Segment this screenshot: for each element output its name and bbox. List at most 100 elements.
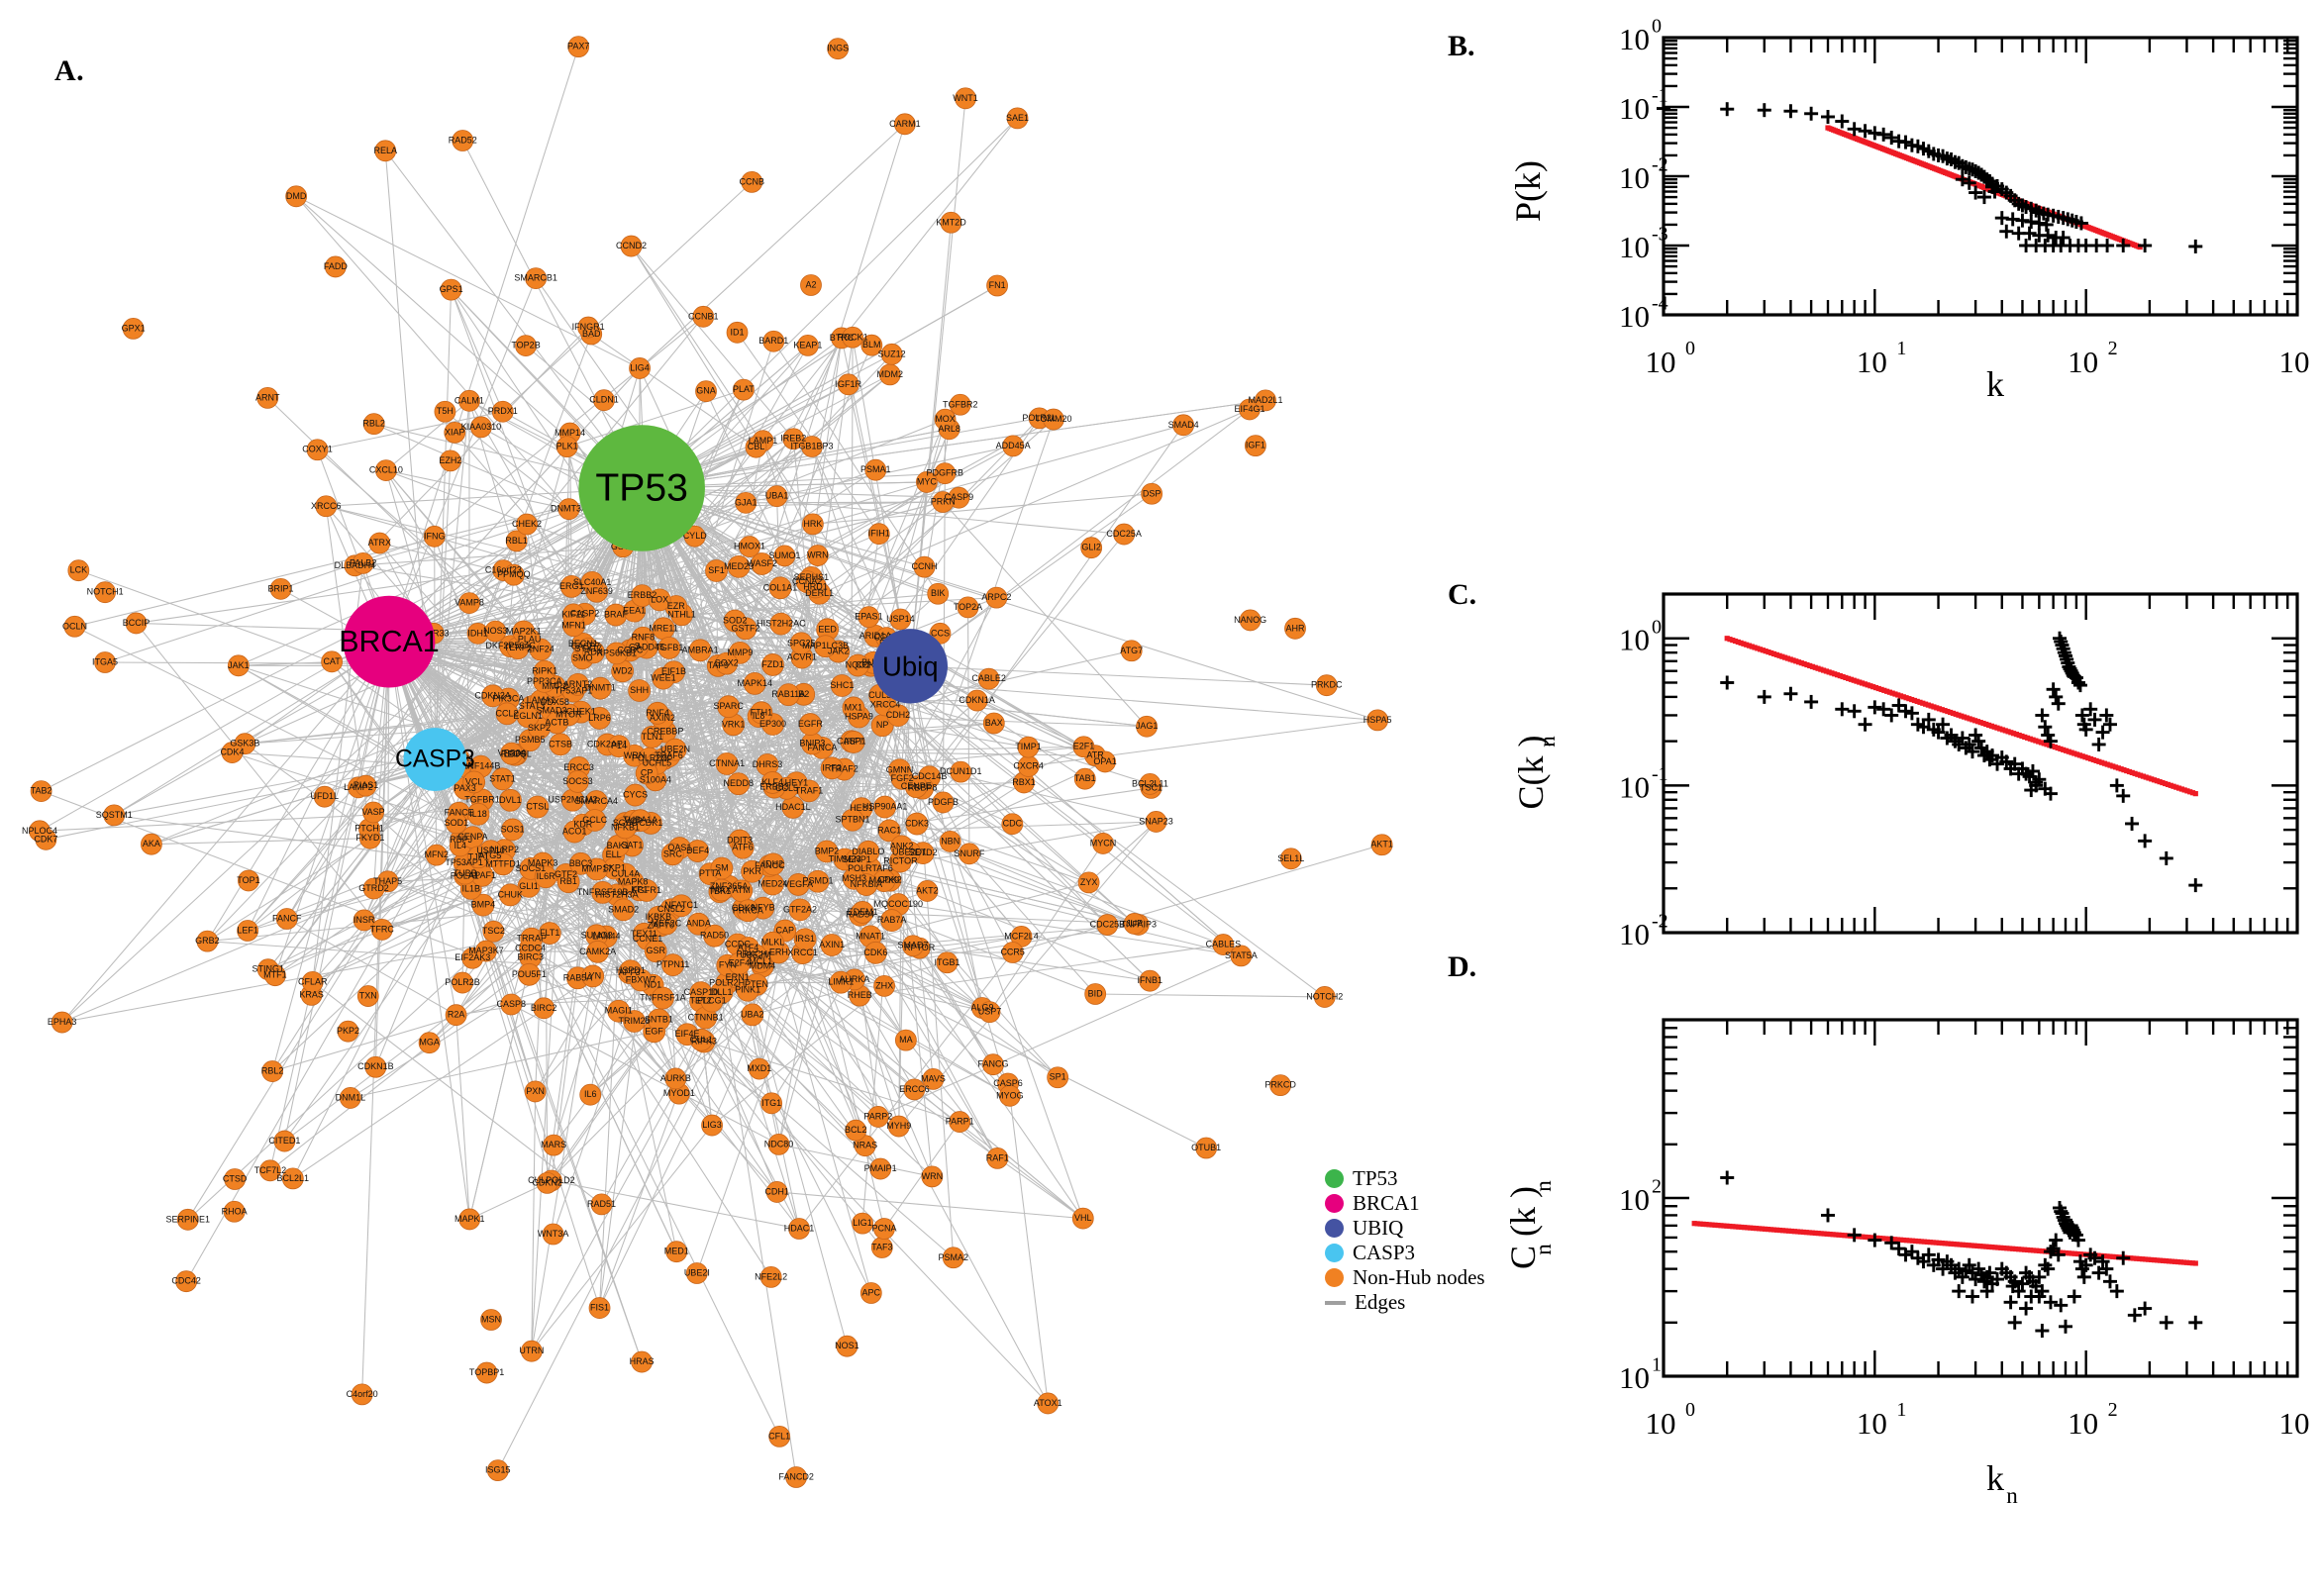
network-node-label: COL1A1 bbox=[763, 582, 798, 592]
network-node bbox=[498, 883, 522, 907]
network-node-label: MNAT1 bbox=[856, 931, 885, 941]
network-node-label: MXD1 bbox=[747, 1063, 771, 1073]
network-node-label: CCS bbox=[931, 628, 950, 638]
panel-d-letter: D. bbox=[1448, 950, 1477, 983]
network-node bbox=[842, 731, 865, 753]
network-node bbox=[269, 577, 292, 600]
network-node bbox=[1120, 640, 1143, 662]
network-node bbox=[566, 673, 589, 696]
network-node-label: MAPK14 bbox=[737, 678, 772, 688]
network-node-label: ZNF639 bbox=[580, 586, 613, 596]
network-node-label: MTF1 bbox=[263, 970, 287, 980]
network-node-label: UBE2N bbox=[660, 745, 690, 754]
network-node-label: FANCF bbox=[272, 914, 302, 924]
network-node-label: INGS bbox=[827, 44, 849, 53]
svg-text:-3: -3 bbox=[1652, 224, 1668, 246]
network-node bbox=[500, 993, 523, 1016]
axis-ticks bbox=[1662, 1018, 2299, 1378]
network-node-label: MMP14 bbox=[555, 428, 585, 438]
network-node-label: MDM2 bbox=[877, 369, 904, 379]
network-node bbox=[440, 278, 462, 301]
network-node bbox=[986, 274, 1008, 297]
network-node-label: MAD2L1 bbox=[1249, 395, 1283, 405]
network-node-label: TRAF6 bbox=[655, 750, 683, 760]
svg-text:2: 2 bbox=[2108, 338, 2118, 359]
network-node bbox=[801, 436, 823, 457]
network-node bbox=[337, 1020, 359, 1043]
network-node bbox=[301, 970, 324, 993]
svg-text:10: 10 bbox=[1619, 299, 1650, 334]
network-node bbox=[339, 1087, 361, 1109]
network-node-label: CULPOLD2 bbox=[528, 1175, 575, 1185]
network-node-label: BNIP3 bbox=[799, 739, 825, 748]
network-node-label: TIMM23 bbox=[829, 854, 861, 864]
network-node bbox=[122, 318, 145, 340]
network-node-label: SM bbox=[715, 863, 729, 873]
network-node-label: TGFB1 bbox=[655, 643, 683, 652]
network-node bbox=[546, 711, 568, 735]
network-node bbox=[466, 802, 490, 826]
network-node bbox=[103, 804, 126, 827]
network-node bbox=[94, 581, 117, 604]
network-node-label: CABLE2 bbox=[971, 673, 1006, 683]
network-node-label: MYCN bbox=[1090, 838, 1117, 848]
network-node-label: MMP9 bbox=[727, 648, 753, 657]
network-node-label: DHRS3 bbox=[753, 759, 783, 769]
network-node bbox=[362, 801, 384, 824]
network-node-label: LAMP2 bbox=[344, 782, 373, 792]
network-node-label: TIMP1 bbox=[1015, 742, 1042, 751]
network-node-label: SQSTM1 bbox=[96, 810, 133, 820]
network-node-label: RIPK3 bbox=[691, 1037, 717, 1047]
network-node-label: TRIM25 bbox=[619, 1016, 651, 1026]
network-node-label: PTTA bbox=[699, 868, 721, 878]
network-node bbox=[932, 791, 955, 814]
network-node-label: KIF11 bbox=[562, 609, 585, 619]
network-node bbox=[579, 1083, 602, 1106]
network-node-label: WRN bbox=[807, 550, 829, 560]
network-node-label: MAVS bbox=[921, 1073, 946, 1083]
network-node-label: PALB2 bbox=[350, 557, 376, 567]
network-node-label: RAD51 bbox=[587, 1199, 616, 1209]
network-node bbox=[890, 835, 914, 858]
network-node-label: RAF1 bbox=[986, 1152, 1009, 1162]
network-node-label: CUL4A bbox=[611, 869, 640, 879]
network-node-label: BIRC3 bbox=[517, 951, 544, 961]
network-node-label: PRKCH bbox=[736, 949, 767, 959]
network-node bbox=[374, 459, 397, 481]
network-node-label: CDK7 bbox=[34, 834, 57, 844]
network-node-label: HMOX1 bbox=[734, 542, 765, 551]
network-node-label: ZHX bbox=[875, 980, 893, 990]
network-node bbox=[1084, 983, 1107, 1005]
network-node-label: OAS1 bbox=[667, 843, 691, 852]
network-node-label: SENP1 bbox=[842, 854, 871, 864]
network-node-label: BBC3 bbox=[569, 858, 593, 868]
network-node-label: HSPA5 bbox=[1364, 715, 1392, 725]
network-node bbox=[934, 462, 957, 485]
network-node-label: SOCS3 bbox=[562, 776, 593, 786]
network-node-label: RBX1 bbox=[1012, 777, 1036, 787]
network-node-label: SETD2 bbox=[909, 848, 938, 857]
network-node-label: XRCC1 bbox=[787, 948, 818, 957]
network-node bbox=[238, 869, 259, 892]
network-node-label: C4orf20 bbox=[347, 1389, 378, 1399]
network-node bbox=[536, 1171, 558, 1194]
network-node-label: JUP bbox=[1126, 918, 1143, 928]
axis-ticks bbox=[1662, 592, 2299, 935]
network-node bbox=[723, 609, 747, 633]
network-node bbox=[362, 877, 385, 900]
network-node-label: RAB7A bbox=[877, 915, 907, 925]
network-node-label: RAD50 bbox=[700, 931, 729, 941]
network-node-label: ATF6 bbox=[732, 843, 753, 852]
network-node-label: HSP90AA1 bbox=[862, 802, 908, 812]
panel-c-letter: C. bbox=[1448, 578, 1477, 611]
network-node bbox=[864, 941, 887, 964]
network-node-label: TGFBR2 bbox=[943, 399, 978, 409]
network-node-label: GNA bbox=[696, 386, 716, 396]
network-node bbox=[1172, 414, 1195, 437]
network-node-label: GLI1 bbox=[519, 881, 539, 891]
network-node-label: DERL1 bbox=[805, 588, 834, 598]
protein-interaction-network: ARL8 TAF3 MGA GNA ALG9 MAGI1 MCF2L4 DHRS3 RNF144… bbox=[22, 36, 1393, 1488]
network-node-label: IRS1 bbox=[795, 934, 815, 944]
network-node-label: CDH1 bbox=[764, 1186, 789, 1196]
network-node-label: FZD1 bbox=[761, 659, 784, 669]
